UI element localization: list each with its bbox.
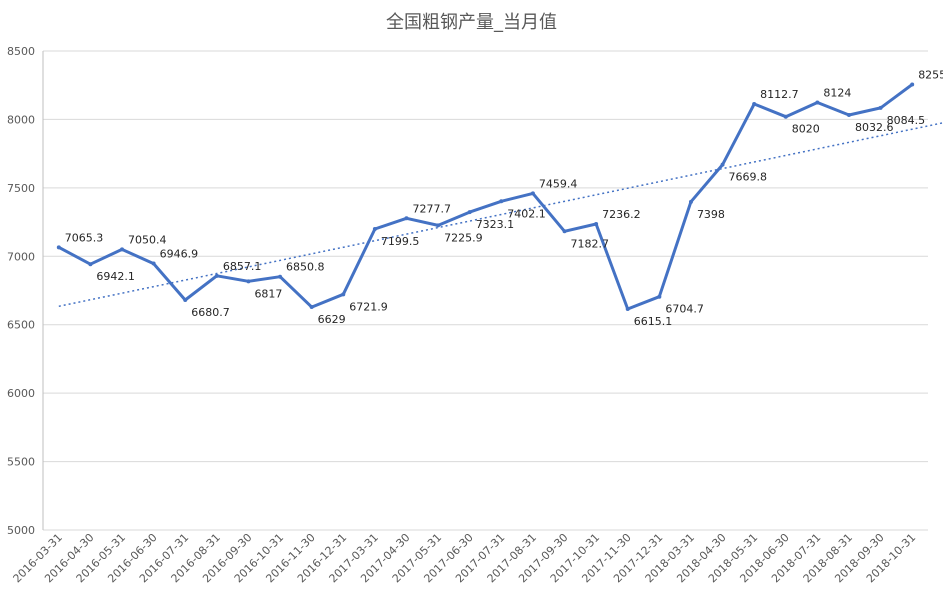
data-point <box>56 245 61 250</box>
data-point <box>120 247 125 252</box>
data-point <box>151 261 156 266</box>
y-tick-label: 5500 <box>7 456 35 469</box>
data-point <box>815 100 820 105</box>
y-tick-label: 7500 <box>7 182 35 195</box>
data-label: 7323.1 <box>476 218 514 231</box>
data-label: 7277.7 <box>412 202 451 215</box>
data-label: 7050.4 <box>128 233 167 246</box>
data-label: 8020 <box>792 123 820 136</box>
data-label: 6629 <box>318 313 346 326</box>
data-point <box>309 305 314 310</box>
data-point <box>562 229 567 234</box>
data-label: 8084.5 <box>887 114 926 127</box>
data-label: 6946.9 <box>160 248 199 261</box>
data-label: 8112.7 <box>760 88 799 101</box>
data-label: 7459.4 <box>539 177 578 190</box>
data-point <box>246 279 251 284</box>
data-label: 6704.7 <box>665 303 704 316</box>
data-label: 7236.2 <box>602 208 641 221</box>
data-point <box>878 105 883 110</box>
y-tick-label: 5000 <box>7 524 35 537</box>
trendline <box>58 122 943 308</box>
data-label: 6817 <box>254 287 282 300</box>
data-point <box>720 162 725 167</box>
data-label: 7225.9 <box>444 231 483 244</box>
data-label: 7199.5 <box>381 235 420 248</box>
data-point <box>783 114 788 119</box>
data-label: 6857.1 <box>223 260 262 273</box>
data-point <box>88 262 93 267</box>
data-label: 8255.2 <box>918 69 943 82</box>
data-label: 8124 <box>823 86 851 99</box>
data-point <box>625 306 630 311</box>
data-label: 8032.6 <box>855 121 894 134</box>
data-label: 7402.1 <box>507 207 546 220</box>
y-tick-label: 8500 <box>7 45 35 58</box>
data-point <box>278 274 283 279</box>
data-point <box>594 221 599 226</box>
data-label: 6850.8 <box>286 261 325 274</box>
data-point <box>404 216 409 221</box>
data-point <box>183 297 188 302</box>
data-point <box>910 82 915 87</box>
data-label: 7065.3 <box>65 231 104 244</box>
data-point <box>372 226 377 231</box>
data-label: 6615.1 <box>634 315 673 328</box>
data-label: 7182.7 <box>571 237 610 250</box>
y-tick-label: 6500 <box>7 319 35 332</box>
data-point <box>657 294 662 299</box>
data-point <box>436 223 441 228</box>
data-point <box>341 292 346 297</box>
data-point <box>499 199 504 204</box>
data-label: 6942.1 <box>96 270 134 283</box>
y-tick-label: 6000 <box>7 387 35 400</box>
y-tick-label: 8000 <box>7 113 35 126</box>
data-label: 7669.8 <box>729 171 768 184</box>
data-point <box>530 191 535 196</box>
data-point <box>467 210 472 215</box>
data-point <box>752 102 757 107</box>
data-label: 6680.7 <box>191 306 230 319</box>
data-label: 6721.9 <box>349 300 388 313</box>
data-point <box>214 273 219 278</box>
series-line <box>57 83 914 311</box>
data-point <box>688 199 693 204</box>
data-point <box>846 112 851 117</box>
chart-title: 全国粗钢产量_当月值 <box>386 12 557 33</box>
data-label: 7398 <box>697 208 725 221</box>
y-tick-label: 7000 <box>7 250 35 263</box>
